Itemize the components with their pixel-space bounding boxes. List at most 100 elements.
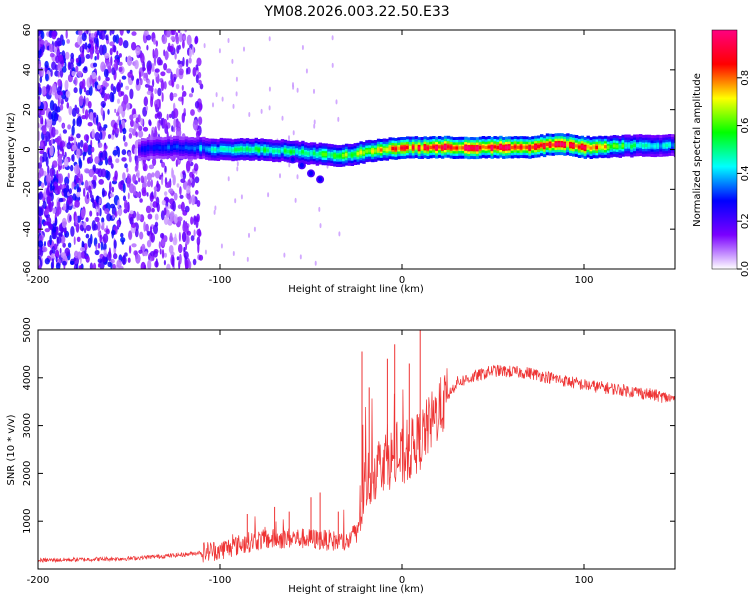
spectrogram-noise-cell xyxy=(120,91,125,96)
spectrogram-ridge-cell xyxy=(656,144,660,148)
spectrogram-ridge-cell xyxy=(382,147,387,151)
spectrogram-noise-cell xyxy=(98,179,104,185)
spectrogram-ridge-cell xyxy=(269,148,273,152)
spectrogram-noise-cell xyxy=(83,221,87,229)
spectrogram-ridge-cell xyxy=(449,145,454,150)
spectrogram-noise-cell xyxy=(181,94,184,106)
spectrogram-noise-cell xyxy=(179,32,183,43)
spectrogram-noise-cell xyxy=(146,90,152,95)
spectrogram-noise-cell xyxy=(38,258,41,266)
spectrogram-ridge-cell xyxy=(205,147,209,151)
spectrogram-ridge-cell xyxy=(251,148,256,152)
spectrogram-noise-cell xyxy=(45,73,49,82)
spectrogram-noise-cell xyxy=(188,261,192,269)
spectrogram-ridge-cell xyxy=(583,146,587,150)
spectrogram-noise-cell xyxy=(76,133,81,139)
spectrogram-y-tick-label: 20 xyxy=(22,103,33,116)
snr-x-ticks: -200 -100 0 100 xyxy=(27,330,594,586)
spectrogram-ridge-cell xyxy=(592,145,596,149)
spectrogram-noise-cell xyxy=(146,79,151,85)
spectrogram-noise-cell xyxy=(177,30,181,34)
spectrogram-x-tick-label: 100 xyxy=(574,275,593,286)
spectrogram-noise-cell xyxy=(178,231,181,242)
spectrogram-noise-cell xyxy=(145,105,148,111)
spectrogram-ridge-cell xyxy=(455,146,459,150)
spectrogram-noise-cell xyxy=(301,45,304,50)
spectrogram-ridge-cell xyxy=(639,143,643,147)
spectrogram-noise-cell xyxy=(106,93,110,100)
spectrogram-noise-cell xyxy=(105,34,109,41)
spectrogram-ridge-cell xyxy=(478,146,483,150)
spectrogram-noise-cell xyxy=(73,87,78,94)
spectrogram-noise-cell xyxy=(117,207,123,217)
spectrogram-noise-cell xyxy=(197,242,200,254)
spectrogram-ridge-cell xyxy=(554,142,558,146)
spectrogram-ridge-cell xyxy=(161,146,165,150)
spectrogram-noise-cell xyxy=(87,101,92,109)
spectrogram-noise-cell xyxy=(232,251,235,256)
spectrogram-noise-cell xyxy=(117,147,120,158)
spectrogram-noise-cell xyxy=(178,68,184,76)
spectrogram-ridge-cell xyxy=(280,148,285,152)
spectrogram-noise-cell xyxy=(338,231,341,237)
spectrogram-noise-cell xyxy=(140,117,144,126)
spectrogram-noise-cell xyxy=(96,84,101,90)
spectrogram-noise-cell xyxy=(87,144,93,156)
spectrogram-noise-cell xyxy=(160,80,165,91)
spectrogram-noise-cell xyxy=(39,150,45,155)
spectrogram-noise-cell xyxy=(98,75,101,82)
spectrogram-ridge-cell xyxy=(540,143,544,147)
spectrogram-noise-cell xyxy=(45,131,51,142)
spectrogram-noise-cell xyxy=(53,46,58,54)
colorbar-label: Normalized spectral amplitude xyxy=(692,73,703,227)
spectrogram-noise-cell xyxy=(283,252,286,258)
spectrogram-noise-cell xyxy=(91,128,95,139)
spectrogram-noise-cell xyxy=(128,155,132,163)
spectrogram-noise-cell xyxy=(120,237,126,243)
spectrogram-noise-cell xyxy=(77,35,83,46)
spectrogram-y-tick-label: 0 xyxy=(22,146,33,152)
spectrogram-noise-cell xyxy=(139,198,143,203)
spectrogram-noise-cell xyxy=(149,226,153,235)
spectrogram-noise-cell xyxy=(114,170,118,180)
spectrogram-noise-cell xyxy=(132,113,139,118)
spectrogram-ridge-cell xyxy=(286,149,290,154)
spectrogram-branch-cell xyxy=(309,170,313,176)
spectrogram-noise-cell xyxy=(66,102,70,109)
spectrogram-ridge-cell xyxy=(176,145,180,149)
spectrogram-noise-cell xyxy=(161,35,168,45)
spectrogram-noise-cell xyxy=(192,119,199,131)
spectrogram-noise-cell xyxy=(153,56,157,67)
spectrogram-noise-cell xyxy=(194,176,200,184)
spectrogram-noise-cell xyxy=(175,35,180,45)
spectrogram-noise-cell xyxy=(39,76,43,83)
spectrogram-noise-cell xyxy=(161,199,166,206)
spectrogram-noise-cell xyxy=(57,63,63,72)
spectrogram-ridge-cell xyxy=(353,152,357,156)
spectrogram-noise-cell xyxy=(52,160,58,168)
spectrogram-ridge-cell xyxy=(612,144,617,148)
spectrogram-noise-cell xyxy=(140,175,145,184)
spectrogram-ridge-cell xyxy=(228,147,232,152)
spectrogram-noise-cell xyxy=(84,179,89,191)
spectrogram-noise-cell xyxy=(113,239,117,249)
spectrogram-ridge-cell xyxy=(589,146,593,150)
snr-x-tick-label: 0 xyxy=(399,575,405,586)
spectrogram-noise-cell xyxy=(124,252,128,257)
spectrogram-noise-cell xyxy=(168,188,174,194)
spectrogram-noise-cell xyxy=(109,30,112,36)
spectrogram-noise-cell xyxy=(134,59,139,70)
spectrogram-noise-cell xyxy=(103,82,110,88)
spectrogram-y-tick-label: -40 xyxy=(22,221,33,237)
colorbar-ticks: 0.0 0.2 0.4 0.6 0.8 xyxy=(737,70,750,277)
spectrogram-noise-cell xyxy=(253,226,256,232)
snr-y-axis-label: SNR (10 * v/v) xyxy=(6,414,17,485)
spectrogram-noise-cell xyxy=(122,40,129,49)
spectrogram-noise-cell xyxy=(57,54,64,62)
spectrogram-noise-cell xyxy=(90,32,95,38)
spectrogram-ridge-cell xyxy=(566,142,570,146)
spectrogram-noise-cell xyxy=(134,147,138,156)
spectrogram-noise-cell xyxy=(143,30,149,36)
spectrogram-noise-cell xyxy=(143,72,147,78)
